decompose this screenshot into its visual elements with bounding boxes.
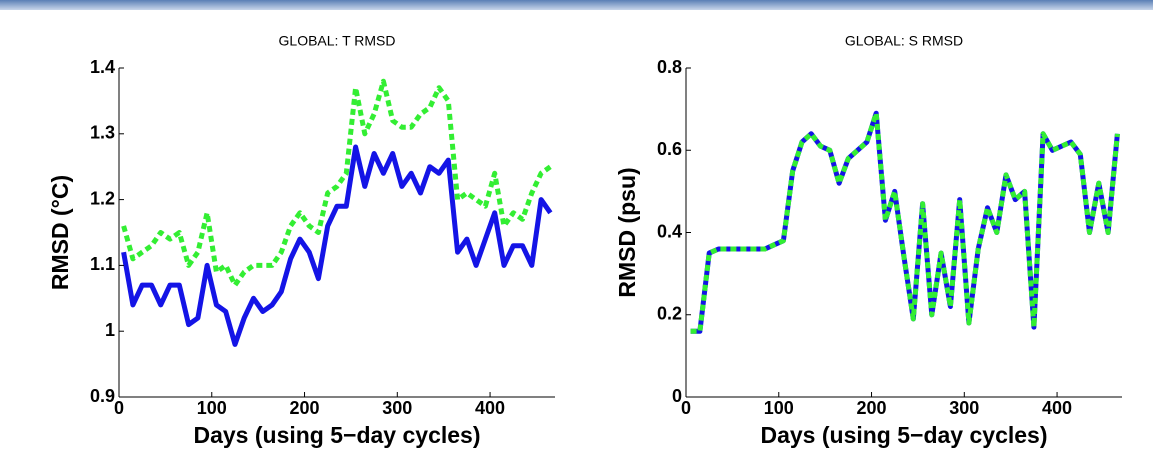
data-line [121,144,553,347]
x-tick-label: 400 [475,398,505,418]
x-tick-label: 100 [197,398,227,418]
x-tick-label: 200 [290,398,320,418]
y-tick-label: 1.2 [90,188,115,208]
x-tick-label: 100 [764,398,794,418]
x-tick-label: 0 [114,398,124,418]
top-band [0,0,1153,10]
y-tick-label: 1.4 [90,57,115,77]
y-tick-label: 0.2 [657,304,682,324]
y-tick-label: 0.4 [657,221,682,241]
y-tick-label: 1.3 [90,123,115,143]
chart-title: GLOBAL: S RMSD [845,33,963,49]
y-tick-label: 0 [672,386,682,406]
y-tick-label: 1.1 [90,254,115,274]
y-tick-label: 0.6 [657,139,682,159]
chart-title: GLOBAL: T RMSD [279,33,396,49]
y-axis-label: RMSD (°C) [47,175,73,290]
data-line [690,110,1120,334]
data-line [121,78,552,288]
x-tick-label: 0 [681,398,691,418]
y-axis-label: RMSD (psu) [614,167,640,297]
y-tick-label: 0.9 [90,386,115,406]
x-axis-label: Days (using 5−day cycles) [760,422,1047,448]
x-tick-label: 300 [949,398,979,418]
x-tick-label: 300 [382,398,412,418]
y-tick-label: 0.8 [657,57,682,77]
x-tick-label: 400 [1042,398,1072,418]
data-line [690,110,1120,334]
y-tick-label: 1 [105,320,115,340]
x-axis-label: Days (using 5−day cycles) [193,422,480,448]
x-tick-label: 200 [857,398,887,418]
